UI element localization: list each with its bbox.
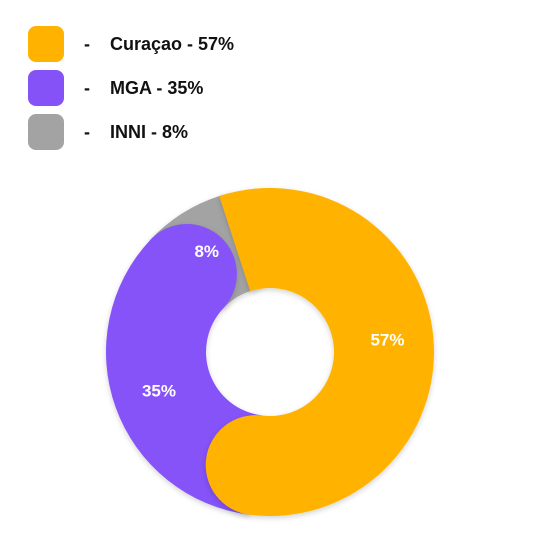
legend-dash: - [84,121,90,142]
slice-label-mga: 35% [142,381,176,400]
legend-item-mga: - MGA - 35% [28,70,203,106]
legend-dash: - [84,77,90,98]
legend-item-inni: - INNI - 8% [28,114,188,150]
legend-swatch-curacao [28,26,64,62]
slice-label-curacao: 57% [370,330,404,349]
legend-swatch-mga [28,70,64,106]
slice-label-inni: 8% [194,242,219,261]
legend-label-mga: MGA - 35% [110,77,204,98]
legend-dash: - [84,33,90,54]
donut-slices [106,187,435,516]
slice-curacao [205,187,435,516]
legend-label-curacao: Curaçao - 57% [110,33,235,54]
donut-labels: 57% 35% 8% [142,242,405,401]
legend-item-curacao: - Curaçao - 57% [28,26,234,62]
legend-swatch-inni [28,114,64,150]
legend-label-inni: INNI - 8% [110,121,189,142]
